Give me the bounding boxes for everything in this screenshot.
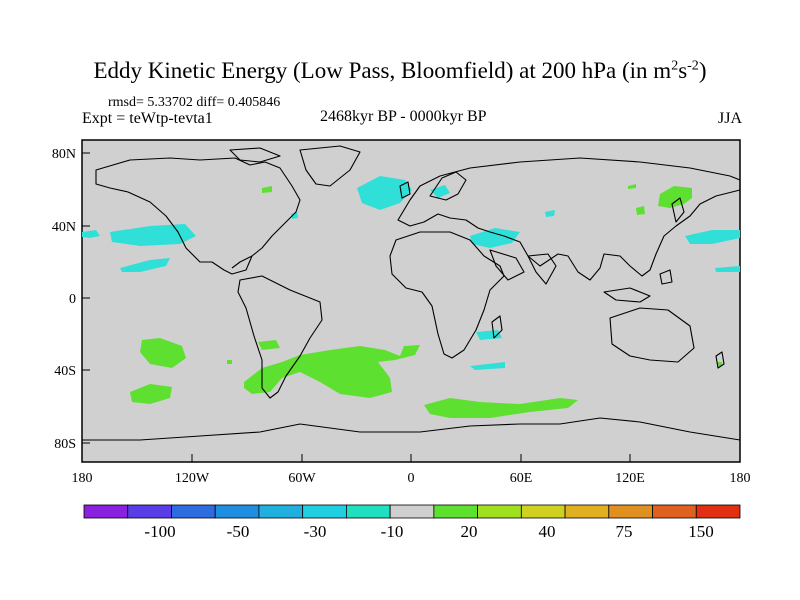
lat-label-80s: 80S (54, 437, 76, 452)
colorbar-swatch (695, 504, 741, 519)
colorbar-swatch (389, 504, 435, 519)
colorbar-swatch (258, 504, 304, 519)
longitude-labels: 180 120W 60W 0 60E 120E 180 (72, 471, 751, 486)
colorbar-swatch (127, 504, 172, 519)
colorbar-label-minus10: -10 (381, 522, 404, 541)
lon-label-60e: 60E (510, 471, 533, 486)
colorbar-label-minus100: -100 (144, 522, 175, 541)
negative-anomaly-regions (82, 176, 740, 370)
colorbar-swatch (520, 504, 566, 519)
colorbar-swatch (433, 504, 479, 519)
colorbar-labels: -100 -50 -30 -10 20 40 75 150 (144, 522, 713, 541)
colorbar-swatch (608, 504, 653, 519)
lon-label-180e: 180 (730, 471, 751, 486)
lat-label-80n: 80N (52, 147, 76, 162)
map-title: Eddy Kinetic Energy (Low Pass, Bloomfiel… (93, 58, 707, 83)
colorbar-label-75: 75 (616, 522, 633, 541)
lon-label-0: 0 (408, 471, 415, 486)
lon-label-120e: 120E (615, 471, 645, 486)
period-label: 2468kyr BP - 0000kyr BP (320, 108, 487, 125)
colorbar-label-150: 150 (688, 522, 714, 541)
experiment-label: Expt = teWtp-tevta1 (82, 110, 213, 127)
colorbar-label-40: 40 (539, 522, 556, 541)
colorbar-swatch (171, 504, 216, 519)
colorbar-swatch (652, 504, 697, 519)
season-label: JJA (717, 110, 742, 127)
lat-label-40n: 40N (52, 220, 76, 235)
rmsd-diff-stats: rmsd= 5.33702 diff= 0.405846 (108, 95, 281, 110)
lat-label-40s: 40S (54, 364, 76, 379)
colorbar-swatch (302, 504, 347, 519)
colorbar-label-minus30: -30 (304, 522, 327, 541)
colorbar-swatch (564, 504, 610, 519)
latitude-labels: 80N 40N 0 40S 80S (52, 147, 76, 452)
coastlines (82, 145, 741, 441)
colorbar-swatch (477, 504, 522, 519)
lon-label-180w: 180 (72, 471, 93, 486)
lat-label-0: 0 (69, 292, 76, 307)
colorbar-swatch (83, 504, 129, 519)
colorbar-swatch (214, 504, 260, 519)
colorbar-label-20: 20 (461, 522, 478, 541)
colorbar (83, 504, 741, 519)
colorbar-swatch (345, 504, 391, 519)
positive-anomaly-regions (130, 184, 722, 418)
lon-label-60w: 60W (288, 471, 316, 486)
colorbar-label-minus50: -50 (227, 522, 250, 541)
axis-ticks (81, 152, 741, 462)
lon-label-120w: 120W (175, 471, 210, 486)
